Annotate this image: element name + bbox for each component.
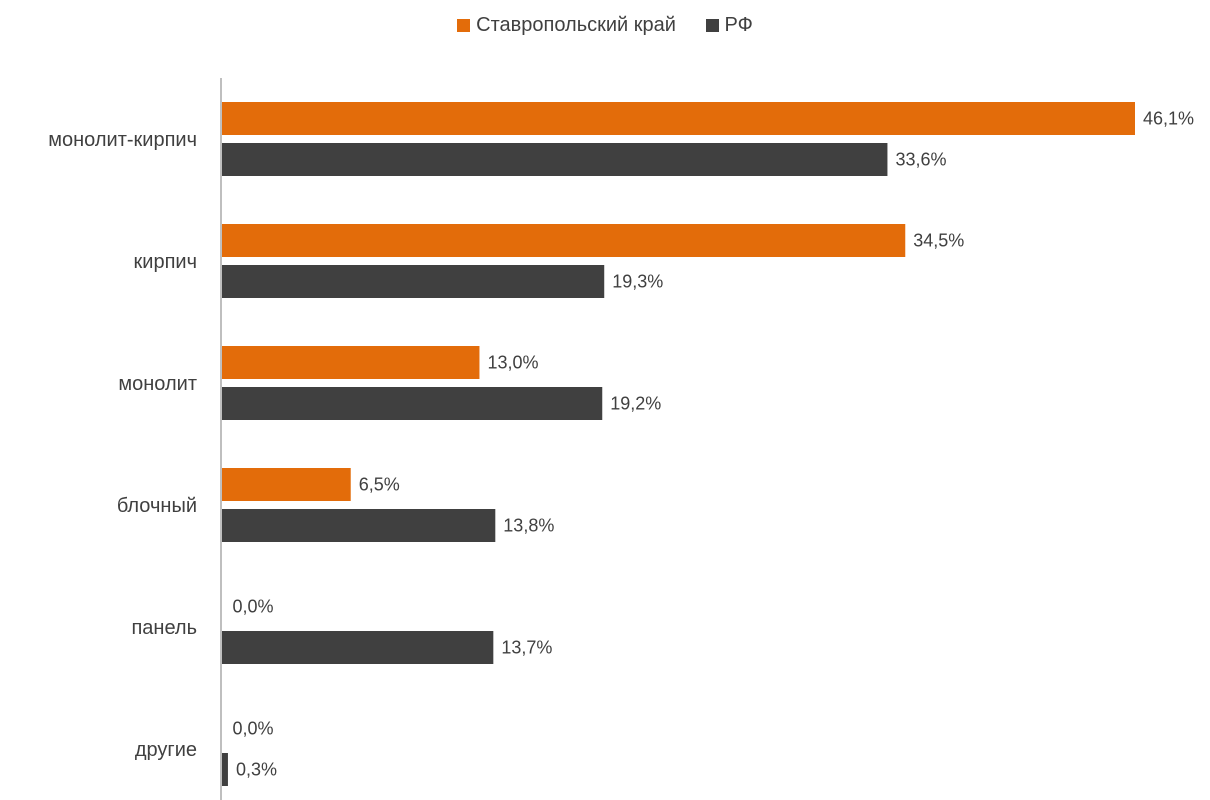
legend-item-stavropol[interactable]: Ставропольский край: [457, 14, 676, 37]
chart-marks: монолит-кирпич 46,1% 33,6% кирпич 34,5% 19,3%…: [48, 102, 1194, 786]
data-label: 34,5%: [913, 231, 964, 251]
legend-swatch-rf: [705, 19, 719, 32]
bar-stavropol: [222, 346, 480, 379]
category-label: монолит: [118, 373, 197, 395]
data-label: 46,1%: [1143, 109, 1194, 129]
data-label: 19,3%: [612, 272, 663, 292]
data-label: 13,7%: [501, 638, 552, 658]
data-label: 6,5%: [359, 475, 400, 495]
legend-swatch-stavropol: [457, 19, 471, 32]
legend-item-rf[interactable]: РФ: [705, 14, 753, 37]
data-label: 0,0%: [233, 719, 274, 739]
category-label: монолит-кирпич: [48, 129, 197, 151]
data-label: 0,0%: [233, 597, 274, 617]
category-label: другие: [135, 739, 197, 761]
category-label: панель: [131, 617, 197, 639]
bar-stavropol: [222, 102, 1135, 135]
bar-rf: [222, 143, 888, 176]
data-label: 13,8%: [503, 516, 554, 536]
data-label: 13,0%: [487, 353, 538, 373]
category-label: кирпич: [134, 251, 197, 273]
bar-rf: [222, 387, 603, 420]
legend: Ставропольский край РФ: [0, 14, 1210, 38]
data-label: 0,3%: [236, 760, 277, 780]
bar-rf: [222, 509, 496, 542]
legend-label-stavropol: Ставропольский край: [476, 14, 676, 36]
bar-rf: [222, 753, 228, 786]
bar-rf: [222, 265, 605, 298]
category-label: блочный: [117, 495, 197, 517]
data-label: 33,6%: [895, 150, 946, 170]
legend-label-rf: РФ: [724, 14, 753, 36]
bar-stavropol: [222, 468, 351, 501]
bar-rf: [222, 631, 494, 664]
bar-stavropol: [222, 224, 906, 257]
data-label: 19,2%: [610, 394, 661, 414]
